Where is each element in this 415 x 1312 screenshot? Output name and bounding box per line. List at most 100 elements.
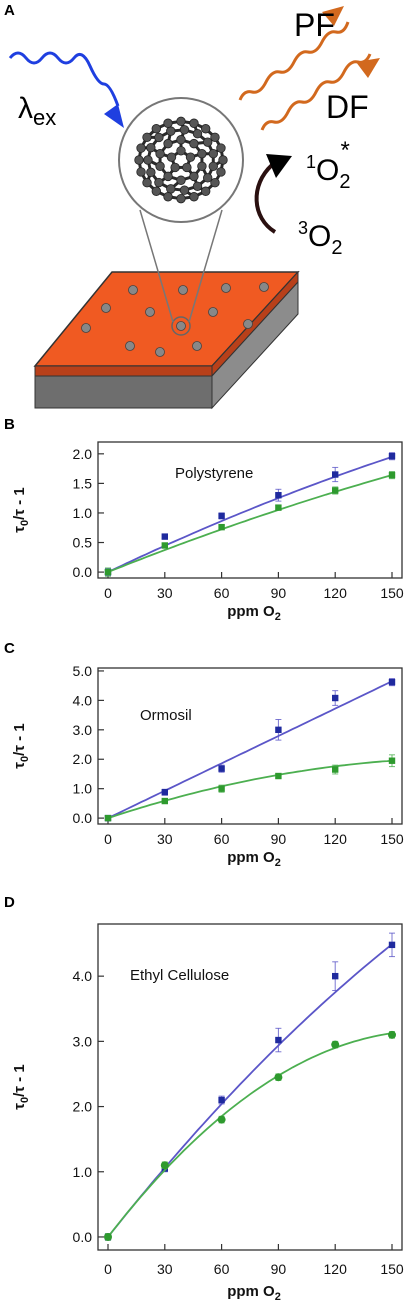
data-point: [388, 757, 396, 764]
y-tick-label: 2.0: [73, 1099, 93, 1115]
x-tick-label: 120: [324, 831, 348, 847]
x-tick-label: 30: [157, 585, 173, 601]
y-tick-label: 1.0: [73, 1164, 93, 1180]
zoom-line-left: [139, 209, 174, 323]
chart-title: Ormosil: [140, 707, 192, 724]
data-point: [331, 1040, 340, 1049]
data-point: [161, 797, 168, 805]
panel-a-letter: A: [4, 2, 15, 19]
y-tick-label: 0.0: [73, 810, 93, 826]
data-point: [275, 1036, 282, 1044]
x-tick-label: 0: [104, 831, 112, 847]
plot-frame: [97, 441, 403, 579]
data-point: [218, 1096, 225, 1104]
x-tick-label: 60: [214, 585, 230, 601]
data-point: [160, 1161, 169, 1170]
zoom-line-right: [188, 209, 223, 323]
zoom-circle: [118, 97, 244, 223]
data-point: [388, 452, 396, 460]
data-point: [161, 533, 168, 540]
panel-b-letter: B: [4, 416, 15, 433]
y-tick-label: 1.0: [73, 505, 93, 521]
panel-a-illustration: λex PF DF 1O2* 3O2: [8, 6, 380, 410]
data-point: [275, 772, 282, 780]
delayed-fluorescence-arrow: [260, 53, 372, 131]
film-front-edge: [34, 365, 213, 377]
x-tick-label: 30: [157, 831, 173, 847]
data-point: [218, 765, 225, 772]
panel-c-letter: C: [4, 640, 15, 657]
y-tick-label: 3.0: [73, 1033, 93, 1049]
y-tick-label: 2.0: [73, 751, 93, 767]
y-tick-label: 1.5: [73, 475, 93, 491]
data-point: [332, 972, 339, 980]
fullerene-molecule: [134, 116, 228, 204]
oxygen-conversion-arrow: [254, 163, 277, 234]
y-tick-label: 2.0: [73, 446, 93, 462]
x-tick-label: 90: [271, 585, 287, 601]
data-point: [388, 471, 396, 479]
y-tick-label: 4.0: [73, 968, 93, 984]
panel-d-letter: D: [4, 894, 15, 911]
x-tick-label: 90: [271, 1261, 287, 1277]
fit-curve: [107, 943, 393, 1238]
data-point: [388, 1030, 396, 1039]
data-point: [104, 814, 112, 822]
highlighted-molecule-ring: [171, 316, 191, 336]
data-point: [218, 523, 225, 531]
y-tick-label: 4.0: [73, 692, 93, 708]
y-axis-label: τ0/τ - 1: [11, 723, 31, 768]
chart-ormosil: 0.0 1.0 2.0 3.0 4.0 5.0 0 30 60 90 120 150 ppm O2 τ0/…: [11, 663, 404, 868]
y-tick-label: 0.5: [73, 535, 93, 551]
data-point: [275, 492, 282, 499]
excitation-arrowhead: [104, 104, 124, 128]
x-tick-label: 150: [380, 585, 404, 601]
y-axis-label: τ0/τ - 1: [11, 1064, 31, 1109]
x-axis-label: ppm O2: [227, 603, 281, 623]
data-point: [275, 726, 282, 734]
y-tick-label: 1.0: [73, 781, 93, 797]
data-point: [217, 1115, 226, 1124]
x-tick-label: 60: [214, 831, 230, 847]
x-tick-label: 120: [324, 585, 348, 601]
chart-title: Ethyl Cellulose: [130, 967, 229, 984]
y-tick-label: 5.0: [73, 663, 93, 679]
x-tick-label: 90: [271, 831, 287, 847]
y-axis-label: τ0/τ - 1: [11, 487, 31, 532]
fit-curve: [107, 1032, 393, 1238]
x-tick-label: 120: [324, 1261, 348, 1277]
x-axis-label: ppm O2: [227, 1283, 281, 1303]
excitation-arrow: [8, 51, 120, 107]
prompt-fluorescence-label: PF: [294, 7, 335, 43]
data-point: [104, 1232, 112, 1241]
data-point: [388, 941, 396, 949]
embedded-molecules: [81, 282, 269, 357]
chart-polystyrene: 0.0 0.5 1.0 1.5 2.0 0 30 60 90 120 150 ppm O2 τ0/τ -…: [11, 441, 404, 623]
substrate-front: [34, 375, 213, 409]
x-axis-label: ppm O2: [227, 849, 281, 868]
plot-frame: [97, 923, 403, 1251]
chart-ethyl-cellulose: 0.0 1.0 2.0 3.0 4.0 0 30 60 90 120 150 ppm O2 τ0/τ -…: [11, 923, 404, 1303]
data-point: [332, 766, 339, 773]
x-tick-label: 60: [214, 1261, 230, 1277]
oxygen-conversion-arrowhead: [266, 154, 292, 178]
data-point: [218, 512, 225, 520]
delayed-fluorescence-arrowhead: [356, 58, 380, 78]
data-point: [104, 568, 112, 576]
substrate-right: [211, 280, 299, 410]
data-point: [332, 694, 339, 702]
y-tick-label: 0.0: [73, 1229, 93, 1245]
y-tick-label: 3.0: [73, 722, 93, 738]
singlet-oxygen-label: 1O2*: [306, 137, 350, 193]
data-point: [332, 487, 339, 494]
x-tick-label: 0: [104, 585, 112, 601]
chart-title: Polystyrene: [175, 465, 253, 482]
data-point: [274, 1073, 283, 1082]
prompt-fluorescence-arrow: [238, 21, 350, 101]
fit-curve: [107, 456, 393, 573]
fit-curve: [107, 759, 393, 819]
data-point: [388, 678, 396, 686]
fit-curve: [107, 680, 393, 819]
x-tick-label: 150: [380, 1261, 404, 1277]
x-tick-label: 30: [157, 1261, 173, 1277]
